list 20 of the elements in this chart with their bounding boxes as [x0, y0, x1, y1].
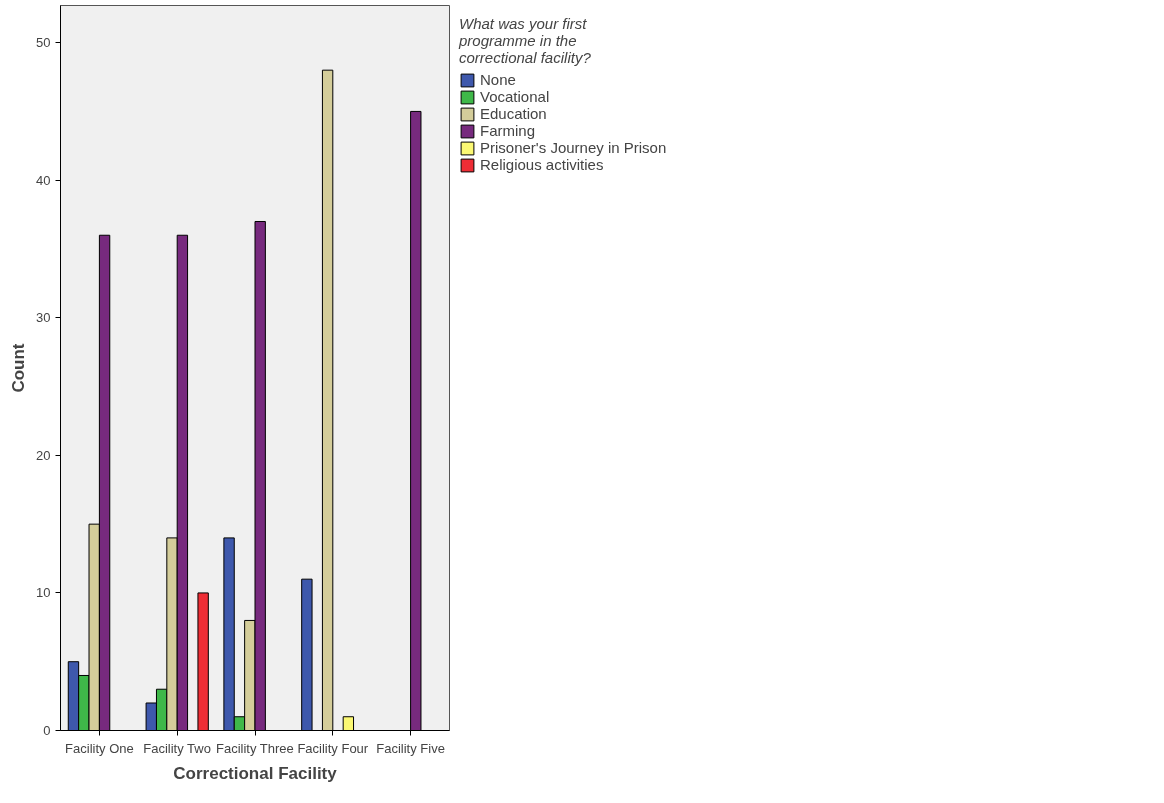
- y-tick-label: 10: [36, 585, 51, 601]
- y-tick-label: 0: [43, 723, 51, 738]
- y-tick-label: 50: [36, 35, 51, 51]
- y-axis-title: Count: [9, 343, 29, 393]
- legend-label: Prisoner's Journey in Prison: [480, 139, 667, 156]
- legend-label: Education: [480, 105, 547, 122]
- legend-label: Farming: [480, 122, 536, 139]
- x-axis-title: Correctional Facility: [173, 763, 338, 783]
- x-tick-label: Facility Five: [376, 740, 445, 756]
- legend-label: Vocational: [480, 88, 550, 105]
- x-tick-label: Facility Four: [297, 740, 369, 756]
- legend-label: None: [480, 71, 516, 88]
- y-tick-label: 40: [36, 172, 51, 188]
- x-tick-label: Facility One: [65, 740, 134, 756]
- legend-label: Religious activities: [480, 156, 604, 173]
- x-tick-label: Facility Three: [215, 740, 294, 756]
- x-tick-label: Facility Two: [143, 740, 211, 756]
- legend-title: What was your first programme in the correctional facility?: [459, 15, 592, 66]
- y-tick-label: 20: [36, 447, 51, 463]
- y-tick-label: 30: [36, 310, 51, 326]
